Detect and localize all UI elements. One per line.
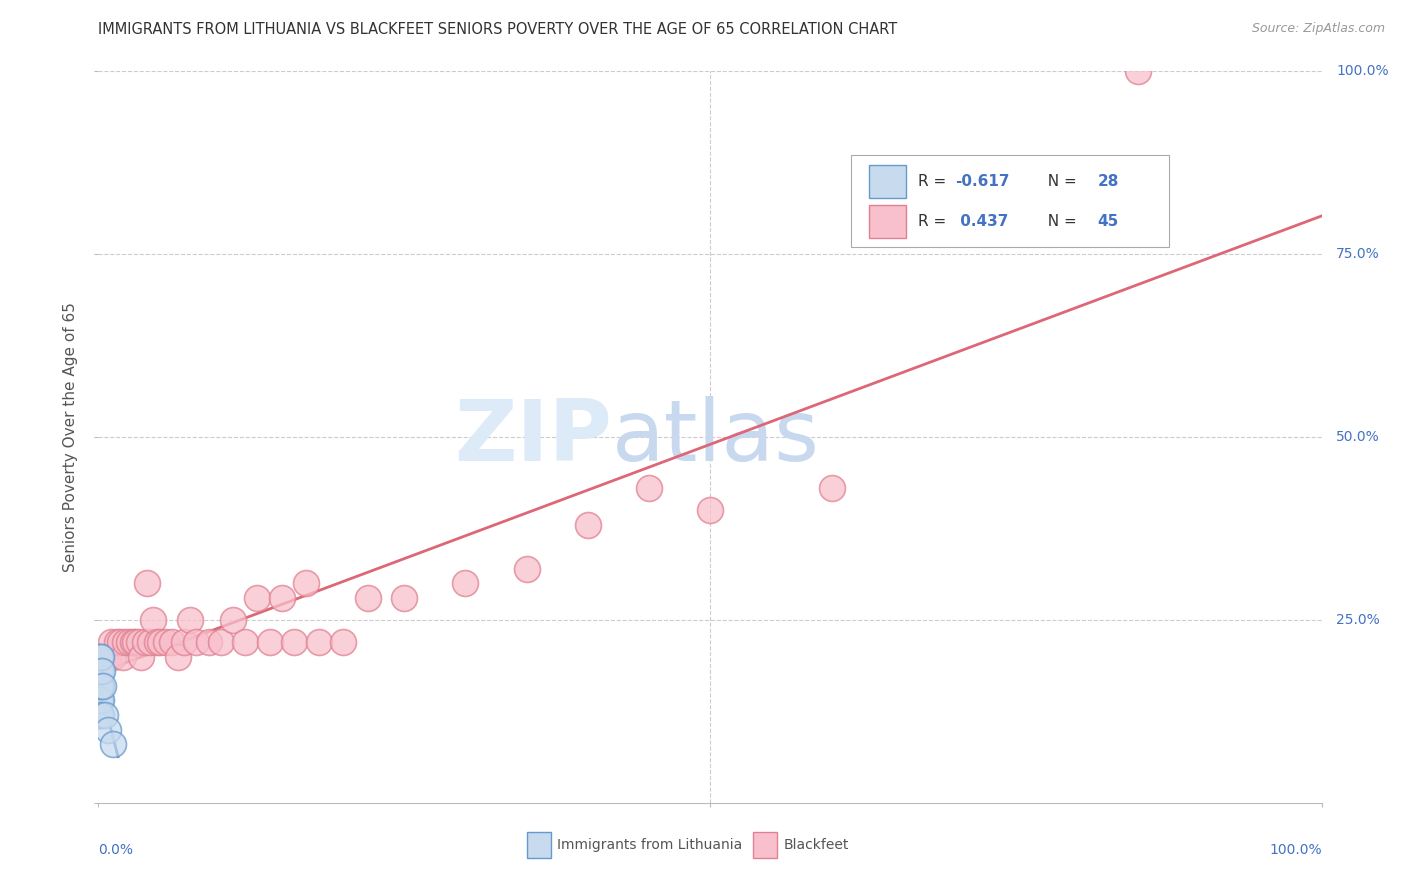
Text: ZIP: ZIP [454, 395, 612, 479]
Point [186, 635, 208, 649]
Point [89, 649, 111, 664]
Text: 100.0%: 100.0% [1336, 64, 1389, 78]
Point [93, 708, 115, 723]
Point [91, 679, 114, 693]
Point [121, 635, 143, 649]
Point [149, 635, 172, 649]
Point [128, 635, 150, 649]
Text: Immigrants from Lithuania: Immigrants from Lithuania [557, 838, 742, 852]
Point [356, 591, 378, 605]
Point [1128, 64, 1150, 78]
Point [87, 664, 110, 678]
Point [173, 635, 195, 649]
Text: R =: R = [918, 174, 950, 188]
Point [100, 635, 122, 649]
Point [89, 664, 111, 678]
Point [146, 635, 169, 649]
Text: 0.437: 0.437 [955, 214, 1008, 229]
Point [97, 723, 120, 737]
Text: 45: 45 [1098, 214, 1119, 229]
Point [101, 649, 124, 664]
Point [167, 649, 190, 664]
Point [124, 635, 146, 649]
Bar [869, 165, 905, 197]
Point [87, 679, 110, 693]
Point [89, 693, 111, 707]
Point [222, 613, 245, 627]
Text: N =: N = [1038, 174, 1081, 188]
Point [89, 649, 111, 664]
Point [118, 635, 141, 649]
Point [637, 481, 661, 495]
Text: Source: ZipAtlas.com: Source: ZipAtlas.com [1251, 22, 1385, 36]
Text: 28: 28 [1098, 174, 1119, 188]
Point [90, 679, 112, 693]
Point [155, 635, 177, 649]
Point [90, 708, 112, 723]
FancyBboxPatch shape [851, 155, 1168, 247]
Point [179, 613, 201, 627]
Point [90, 664, 112, 678]
Point [454, 576, 477, 591]
Point [197, 635, 219, 649]
Point [283, 635, 305, 649]
Point [101, 737, 124, 751]
Bar [526, 832, 551, 858]
Bar [869, 205, 905, 238]
Point [87, 679, 110, 693]
Point [89, 693, 111, 707]
Point [89, 693, 111, 707]
Text: 25.0%: 25.0% [1336, 613, 1381, 627]
Point [209, 635, 232, 649]
Text: 0.0%: 0.0% [98, 843, 134, 857]
Point [89, 664, 111, 678]
Point [89, 664, 111, 678]
Point [392, 591, 416, 605]
Point [515, 562, 537, 576]
Point [89, 679, 111, 693]
Point [332, 635, 354, 649]
Point [142, 613, 165, 627]
Point [111, 649, 134, 664]
Point [97, 649, 120, 664]
Text: 50.0%: 50.0% [1336, 430, 1381, 444]
Point [110, 635, 132, 649]
Point [270, 591, 294, 605]
Text: 75.0%: 75.0% [1336, 247, 1381, 261]
Point [576, 517, 599, 532]
Text: 100.0%: 100.0% [1270, 843, 1322, 857]
Point [89, 708, 111, 723]
Point [89, 679, 111, 693]
Point [89, 708, 111, 723]
Text: R =: R = [918, 214, 950, 229]
Point [233, 635, 256, 649]
Point [91, 664, 114, 678]
Point [90, 693, 112, 707]
Point [139, 635, 162, 649]
Point [308, 635, 330, 649]
Point [259, 635, 281, 649]
Point [87, 693, 110, 707]
Text: atlas: atlas [612, 395, 820, 479]
Text: -0.617: -0.617 [955, 174, 1010, 188]
Point [87, 708, 110, 723]
Point [295, 576, 318, 591]
Point [134, 635, 156, 649]
Point [160, 635, 183, 649]
Point [114, 635, 136, 649]
Point [105, 635, 128, 649]
Bar [752, 832, 778, 858]
Y-axis label: Seniors Poverty Over the Age of 65: Seniors Poverty Over the Age of 65 [63, 302, 79, 572]
Point [89, 679, 111, 693]
Text: N =: N = [1038, 214, 1081, 229]
Point [699, 503, 721, 517]
Point [246, 591, 269, 605]
Point [821, 481, 844, 495]
Text: IMMIGRANTS FROM LITHUANIA VS BLACKFEET SENIORS POVERTY OVER THE AGE OF 65 CORREL: IMMIGRANTS FROM LITHUANIA VS BLACKFEET S… [98, 22, 897, 37]
Text: Blackfeet: Blackfeet [783, 838, 849, 852]
Point [136, 576, 159, 591]
Point [90, 649, 112, 664]
Point [129, 649, 152, 664]
Point [93, 649, 115, 664]
